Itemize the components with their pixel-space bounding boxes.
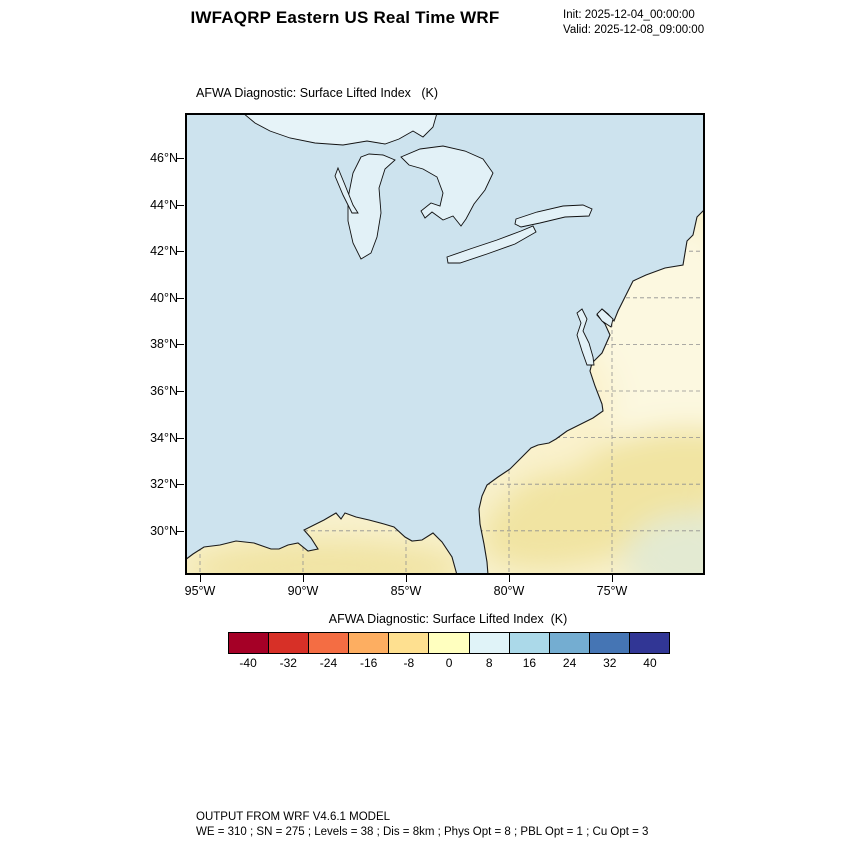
delaware-bay-shape [596, 308, 614, 328]
colorbar-tick-label: 16 [522, 656, 537, 670]
colorbar-tick-label: -16 [359, 656, 378, 670]
lake-ontario-shape [514, 204, 593, 228]
y-axis-tick [177, 298, 184, 299]
footer: OUTPUT FROM WRF V4.6.1 MODEL WE = 310 ; … [196, 810, 648, 840]
footer-config-line: WE = 310 ; SN = 275 ; Levels = 38 ; Dis … [196, 826, 649, 838]
y-axis-tick [177, 531, 184, 532]
x-axis-label: 95°W [184, 584, 216, 598]
valid-timestamp: Valid: 2025-12-08_09:00:00 [563, 24, 705, 36]
y-axis-label: 42°N [150, 244, 178, 258]
run-info: Init: 2025-12-04_00:00:00 Valid: 2025-12… [563, 8, 704, 38]
y-axis-tick [177, 344, 184, 345]
y-axis-label: 30°N [150, 524, 178, 538]
y-axis-label: 46°N [150, 151, 178, 165]
y-axis-label: 36°N [150, 384, 178, 398]
colorbar-tick-label: 32 [603, 656, 617, 670]
weather-map [185, 113, 705, 575]
x-axis-tick [200, 575, 201, 582]
colorbar-segment [229, 633, 270, 653]
colorbar-segment [549, 633, 590, 653]
y-axis-label: 32°N [150, 477, 178, 491]
y-axis-label: 34°N [150, 431, 178, 445]
lakes [242, 113, 614, 366]
y-axis-label: 40°N [150, 291, 178, 305]
x-axis-tick [406, 575, 407, 582]
x-axis-tick [303, 575, 304, 582]
x-axis-label: 90°W [287, 584, 319, 598]
y-axis-tick [177, 484, 184, 485]
x-axis-tick [509, 575, 510, 582]
x-axis-label: 75°W [596, 584, 628, 598]
colorbar-segment [469, 633, 510, 653]
colorbar-segment [429, 633, 470, 653]
colorbar-tick-label: -32 [279, 656, 297, 670]
colorbar-segment [589, 633, 630, 653]
init-timestamp: Init: 2025-12-04_00:00:00 [563, 9, 695, 21]
lake-huron-shape [400, 145, 494, 227]
colorbar-segment [389, 633, 430, 653]
lake-erie-shape [446, 225, 537, 264]
colorbar-tick-label: 0 [445, 656, 453, 670]
map-canvas [185, 113, 705, 575]
x-axis-tick [612, 575, 613, 582]
x-axis-label: 85°W [390, 584, 422, 598]
green-bay-shape [334, 166, 359, 214]
map-frame-border [185, 113, 705, 575]
colorbar-segment [629, 633, 670, 653]
colorbar-segment [269, 633, 310, 653]
y-axis-label: 44°N [150, 198, 178, 212]
colorbar-tick-label: 8 [485, 656, 493, 670]
y-axis-label: 38°N [150, 337, 178, 351]
colorbar-labels: -40 -32 -24 -16 -8 0 8 16 24 32 40 [228, 656, 670, 670]
colorbar-segment [349, 633, 390, 653]
x-axis-label: 80°W [493, 584, 525, 598]
lake-superior-shape [242, 113, 438, 146]
y-axis-tick [177, 251, 184, 252]
colorbar-tick-label: -40 [239, 656, 257, 670]
colorbar-tick-label: -24 [319, 656, 338, 670]
colorbar-tick-label: -8 [403, 656, 415, 670]
y-axis-tick [177, 438, 184, 439]
y-axis-tick [177, 158, 184, 159]
colorbar-tick-label: 24 [562, 656, 577, 670]
page-title: IWFAQRP Eastern US Real Time WRF [190, 8, 500, 27]
colorbar [228, 632, 670, 654]
map-plot-title: AFWA Diagnostic: Surface Lifted Index (K… [196, 86, 438, 100]
y-axis-tick [177, 391, 184, 392]
chesapeake-bay-shape [576, 308, 595, 366]
colorbar-segment [509, 633, 550, 653]
colorbar-segment [309, 633, 350, 653]
y-axis-tick [177, 205, 184, 206]
colorbar-tick-label: 40 [643, 656, 657, 670]
footer-model-line: OUTPUT FROM WRF V4.6.1 MODEL [196, 811, 391, 823]
colorbar-title: AFWA Diagnostic: Surface Lifted Index (K… [328, 612, 568, 626]
